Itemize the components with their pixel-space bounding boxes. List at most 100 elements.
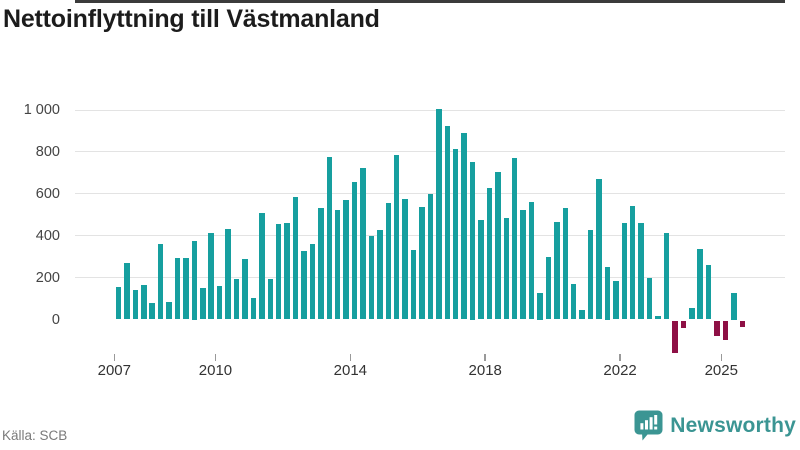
bar-q36 <box>419 207 425 320</box>
bar-q11 <box>208 232 214 320</box>
bar-q42 <box>469 162 476 320</box>
bar-q30 <box>368 235 375 320</box>
bar-q59 <box>613 280 619 320</box>
bar-q1 <box>124 262 130 320</box>
bar-q37 <box>427 193 434 320</box>
bar-q7 <box>174 257 181 320</box>
bar-q2 <box>132 290 139 320</box>
bar-q63 <box>646 277 653 320</box>
chart-title: Nettoinflyttning till Västmanland <box>3 5 380 33</box>
bar-q21 <box>292 196 299 320</box>
bar-q62 <box>638 223 644 320</box>
y-tick-label: 0 <box>51 311 60 328</box>
bar-q10 <box>200 288 206 320</box>
bar-q17 <box>259 212 265 320</box>
bar-q49 <box>528 202 535 320</box>
bar-q29 <box>360 167 366 320</box>
bar-q26 <box>334 209 341 320</box>
bar-q74 <box>739 320 746 327</box>
x-tick-mark-2018 <box>484 354 486 361</box>
bar-q4 <box>149 302 155 320</box>
bar-q71 <box>714 320 720 337</box>
bar-q64 <box>655 316 661 320</box>
bar-q12 <box>216 285 223 320</box>
gridline-1000 <box>75 109 785 111</box>
x-tick-mark-2007 <box>113 354 116 361</box>
bar-q69 <box>697 249 703 320</box>
bar-q47 <box>511 158 518 320</box>
x-tick-label-2007: 2007 <box>97 362 131 379</box>
x-tick-label-2022: 2022 <box>603 362 637 379</box>
bar-q54 <box>570 283 577 320</box>
bar-q6 <box>166 301 172 320</box>
bar-q34 <box>402 199 408 320</box>
bar-q55 <box>579 310 585 320</box>
bar-q13 <box>225 229 231 320</box>
bar-q56 <box>587 230 594 320</box>
bar-q44 <box>486 187 493 320</box>
y-tick-label: 800 <box>35 143 60 160</box>
bar-q70 <box>705 265 712 320</box>
zero-axis-line <box>75 0 785 3</box>
bar-q32 <box>385 203 392 320</box>
bar-q40 <box>452 148 459 320</box>
bar-q48 <box>520 209 526 320</box>
bar-q27 <box>343 200 349 320</box>
bar-q35 <box>410 250 417 320</box>
newsworthy-logo-icon <box>634 410 663 441</box>
x-tick-label-2018: 2018 <box>468 362 502 379</box>
x-tick-label-2014: 2014 <box>333 362 368 379</box>
bar-q73 <box>731 293 737 320</box>
bar-q5 <box>157 244 164 320</box>
gridline-800 <box>75 151 785 153</box>
y-tick-label: 1 000 <box>23 102 60 118</box>
bar-q8 <box>183 257 189 320</box>
source-caption: Källa: SCB <box>2 428 68 443</box>
x-tick-mark-2025 <box>720 354 722 361</box>
bar-q39 <box>444 125 451 320</box>
bar-q3 <box>141 284 147 320</box>
bar-q52 <box>554 222 560 320</box>
bar-q24 <box>318 208 324 320</box>
y-tick-label: 200 <box>35 269 60 286</box>
bar-q31 <box>377 230 383 320</box>
bar-q53 <box>562 208 569 320</box>
bar-q45 <box>495 171 501 320</box>
bar-q20 <box>284 223 290 320</box>
bar-q66 <box>672 320 678 353</box>
x-tick-mark-2010 <box>214 354 217 361</box>
bar-q33 <box>393 155 400 320</box>
bar-q16 <box>250 297 257 320</box>
bar-q72 <box>722 320 729 341</box>
bar-q38 <box>436 108 442 320</box>
x-tick-label-2010: 2010 <box>198 362 233 379</box>
bar-q28 <box>351 182 358 320</box>
bar-q41 <box>461 133 467 320</box>
x-tick-mark-2022 <box>619 354 621 361</box>
bar-q9 <box>191 240 198 320</box>
bar-q57 <box>596 179 602 320</box>
bar-q43 <box>478 219 484 320</box>
bar-q25 <box>326 157 332 320</box>
bar-q22 <box>301 251 307 320</box>
bar-q65 <box>663 232 670 320</box>
bar-q58 <box>604 267 611 320</box>
bar-q67 <box>680 320 687 328</box>
x-tick-mark-2014 <box>349 354 352 361</box>
y-tick-label: 400 <box>35 227 60 244</box>
bar-q23 <box>309 244 316 320</box>
bar-q68 <box>689 307 695 320</box>
bar-q15 <box>242 258 248 320</box>
bar-q60 <box>621 223 628 320</box>
x-tick-label-2025: 2025 <box>704 362 738 379</box>
bar-q18 <box>267 278 273 320</box>
bar-q0 <box>115 287 122 320</box>
bar-q51 <box>545 256 552 320</box>
bar-q14 <box>233 278 240 320</box>
brand-name: Newsworthy <box>670 413 796 437</box>
brand-footer: Newsworthy <box>634 410 796 441</box>
bar-q46 <box>503 217 510 320</box>
bar-q50 <box>537 293 543 320</box>
